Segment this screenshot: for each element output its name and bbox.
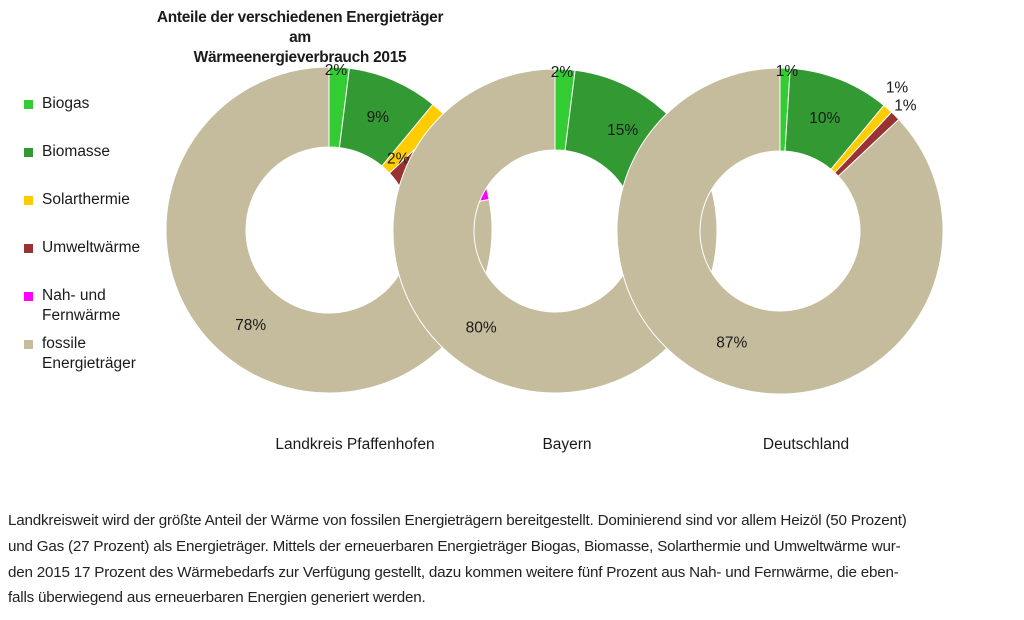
donut-name-landkreis-pfaffenhofen: Landkreis Pfaffenhofen [275, 436, 434, 453]
legend-label-line: Biomasse [42, 143, 111, 160]
data-label-landkreis-pfaffenhofen-fossile-energietr-ger: 78% [235, 317, 266, 334]
chart-title-line-2: Wärmeenergieverbrauch 2015 [193, 49, 407, 66]
legend-label-line: Energieträger [42, 355, 136, 372]
data-label-deutschland-biogas: 1% [776, 63, 799, 80]
legend-swatch-nah-und-fernw-rme [24, 292, 33, 301]
description-line-1: Landkreisweit wird der größte Anteil der… [8, 512, 907, 529]
description-line-2: und Gas (27 Prozent) als Energieträger. … [8, 537, 901, 555]
legend-swatch-solarthermie [24, 196, 33, 205]
description-line-4: falls überwiegend aus erneuerbaren Energ… [8, 589, 426, 607]
description-paragraph: Landkreisweit wird der größte Anteil der… [8, 508, 1008, 611]
data-label-bayern-fossile-energietr-ger: 80% [466, 319, 497, 336]
legend-label-biogas: Biogas [42, 94, 182, 114]
legend-label-line: Fernwärme [42, 307, 121, 324]
data-label-deutschland-solarthermie: 1% [886, 80, 909, 97]
data-label-landkreis-pfaffenhofen-biogas: 2% [325, 62, 348, 79]
legend-swatch-fossile-energietr-ger [24, 340, 33, 349]
legend-label-umweltw-rme: Umweltwärme [42, 238, 182, 258]
legend-swatch-biogas [24, 100, 33, 109]
legend-swatch-biomasse [24, 148, 33, 157]
donut-charts: 2%9%2%4%5%78%Landkreis Pfaffenhofen2%15%… [165, 62, 944, 453]
legend-label-line: Biogas [42, 95, 90, 112]
description-line-3: den 2015 17 Prozent des Wärmebedarfs zur… [8, 563, 899, 581]
legend-label-line: Umweltwärme [42, 239, 141, 256]
slice-bayern-fossile-energietr-ger [392, 68, 718, 394]
data-label-deutschland-umweltw-rme: 1% [894, 98, 917, 115]
legend-label-solarthermie: Solarthermie [42, 190, 182, 210]
chart-title-line-1: Anteile der verschiedenen Energieträger … [156, 9, 444, 46]
data-label-deutschland-fossile-energietr-ger: 87% [716, 335, 747, 352]
data-label-bayern-biogas: 2% [551, 64, 574, 81]
legend-label-fossile-energietr-ger: fossile Energieträger [42, 334, 182, 374]
chart-title: Anteile der verschiedenen Energieträger … [150, 8, 450, 68]
slice-landkreis-pfaffenhofen-fossile-energietr-ger [165, 66, 493, 394]
data-label-deutschland-biomasse: 10% [809, 110, 840, 127]
donut-name-bayern: Bayern [542, 436, 591, 453]
legend-swatch-umweltw-rme [24, 244, 33, 253]
data-label-bayern-biomasse: 15% [607, 122, 638, 139]
legend-label-biomasse: Biomasse [42, 142, 182, 162]
legend-label-line: Solarthermie [42, 191, 130, 208]
donut-deutschland [616, 67, 944, 395]
donut-name-deutschland: Deutschland [763, 436, 849, 453]
slice-deutschland-fossile-energietr-ger [616, 67, 944, 395]
legend-label-line: Nah- und [42, 287, 106, 304]
legend-label-nah-und-fernw-rme: Nah- und Fernwärme [42, 286, 182, 326]
legend-label-line: fossile [42, 335, 86, 352]
data-label-landkreis-pfaffenhofen-solarthermie: 2% [387, 150, 410, 167]
data-label-landkreis-pfaffenhofen-biomasse: 9% [367, 109, 390, 126]
